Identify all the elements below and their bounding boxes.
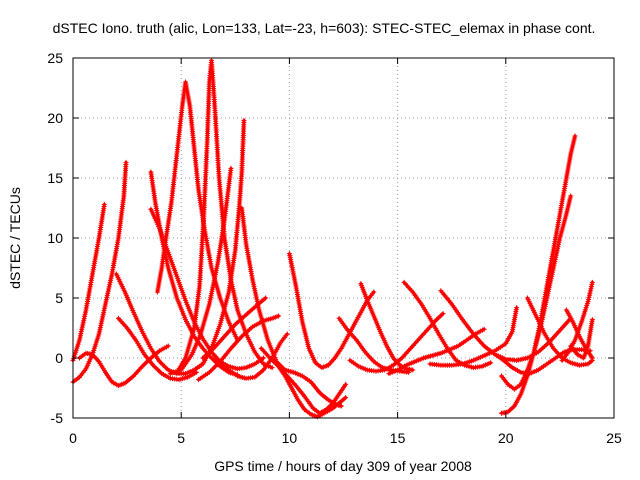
data-series [154, 79, 240, 343]
plus-markers [438, 288, 574, 363]
y-tick-label: 15 [47, 170, 63, 186]
data-series [239, 205, 344, 409]
plus-markers [568, 317, 595, 361]
plus-markers [76, 343, 171, 389]
data-series [76, 343, 171, 389]
y-tick-label: 25 [47, 50, 63, 66]
plus-markers [196, 313, 282, 383]
y-axis-label: dSTEC / TECUs [7, 187, 23, 289]
plus-markers [427, 305, 520, 368]
plus-markers [115, 315, 199, 383]
data-series [276, 363, 349, 420]
plus-markers [209, 331, 290, 381]
data-series [200, 295, 269, 361]
data-series [358, 281, 416, 373]
plus-markers [498, 193, 574, 392]
axis-ticks: 0 5 10 15 20 25 -5 0 5 10 15 20 25 [47, 50, 622, 446]
data-series-group [70, 57, 595, 420]
plus-markers [492, 347, 593, 377]
plus-markers [70, 159, 129, 385]
data-series [347, 311, 446, 374]
x-tick-label: 20 [498, 430, 514, 446]
x-tick-label: 5 [177, 430, 185, 446]
y-tick-label: -5 [51, 410, 64, 426]
y-tick-label: 5 [55, 290, 63, 306]
data-series [559, 279, 595, 363]
data-series [492, 347, 593, 377]
data-series [196, 313, 282, 383]
x-axis-label: GPS time / hours of day 309 of year 2008 [214, 458, 472, 474]
data-series [115, 315, 199, 383]
data-series [427, 305, 520, 368]
data-series [498, 193, 574, 392]
data-series [568, 317, 595, 361]
x-tick-label: 10 [282, 430, 298, 446]
plus-markers [239, 205, 344, 409]
plus-markers [200, 295, 269, 361]
data-series [167, 165, 234, 377]
plus-markers [70, 201, 107, 363]
data-series [70, 201, 107, 363]
data-series [286, 251, 377, 371]
chart-title: dSTEC Iono. truth (alic, Lon=133, Lat=-2… [53, 20, 596, 36]
x-tick-label: 15 [390, 430, 406, 446]
data-series [438, 288, 574, 363]
plus-markers [167, 165, 234, 377]
plus-markers [498, 133, 578, 416]
y-tick-label: 0 [55, 350, 63, 366]
plus-markers [154, 79, 240, 343]
y-tick-label: 20 [47, 110, 63, 126]
plus-markers [559, 279, 595, 363]
series-line [439, 289, 573, 362]
plus-markers [347, 311, 446, 374]
data-series [209, 331, 290, 381]
x-tick-label: 0 [69, 430, 77, 446]
y-tick-label: 10 [47, 230, 63, 246]
plus-markers [358, 281, 416, 373]
series-line [71, 160, 128, 384]
plus-markers [276, 363, 349, 420]
x-tick-label: 25 [606, 430, 622, 446]
data-series [258, 345, 349, 416]
data-series [70, 159, 129, 385]
data-series [148, 206, 266, 372]
data-series [498, 133, 578, 416]
